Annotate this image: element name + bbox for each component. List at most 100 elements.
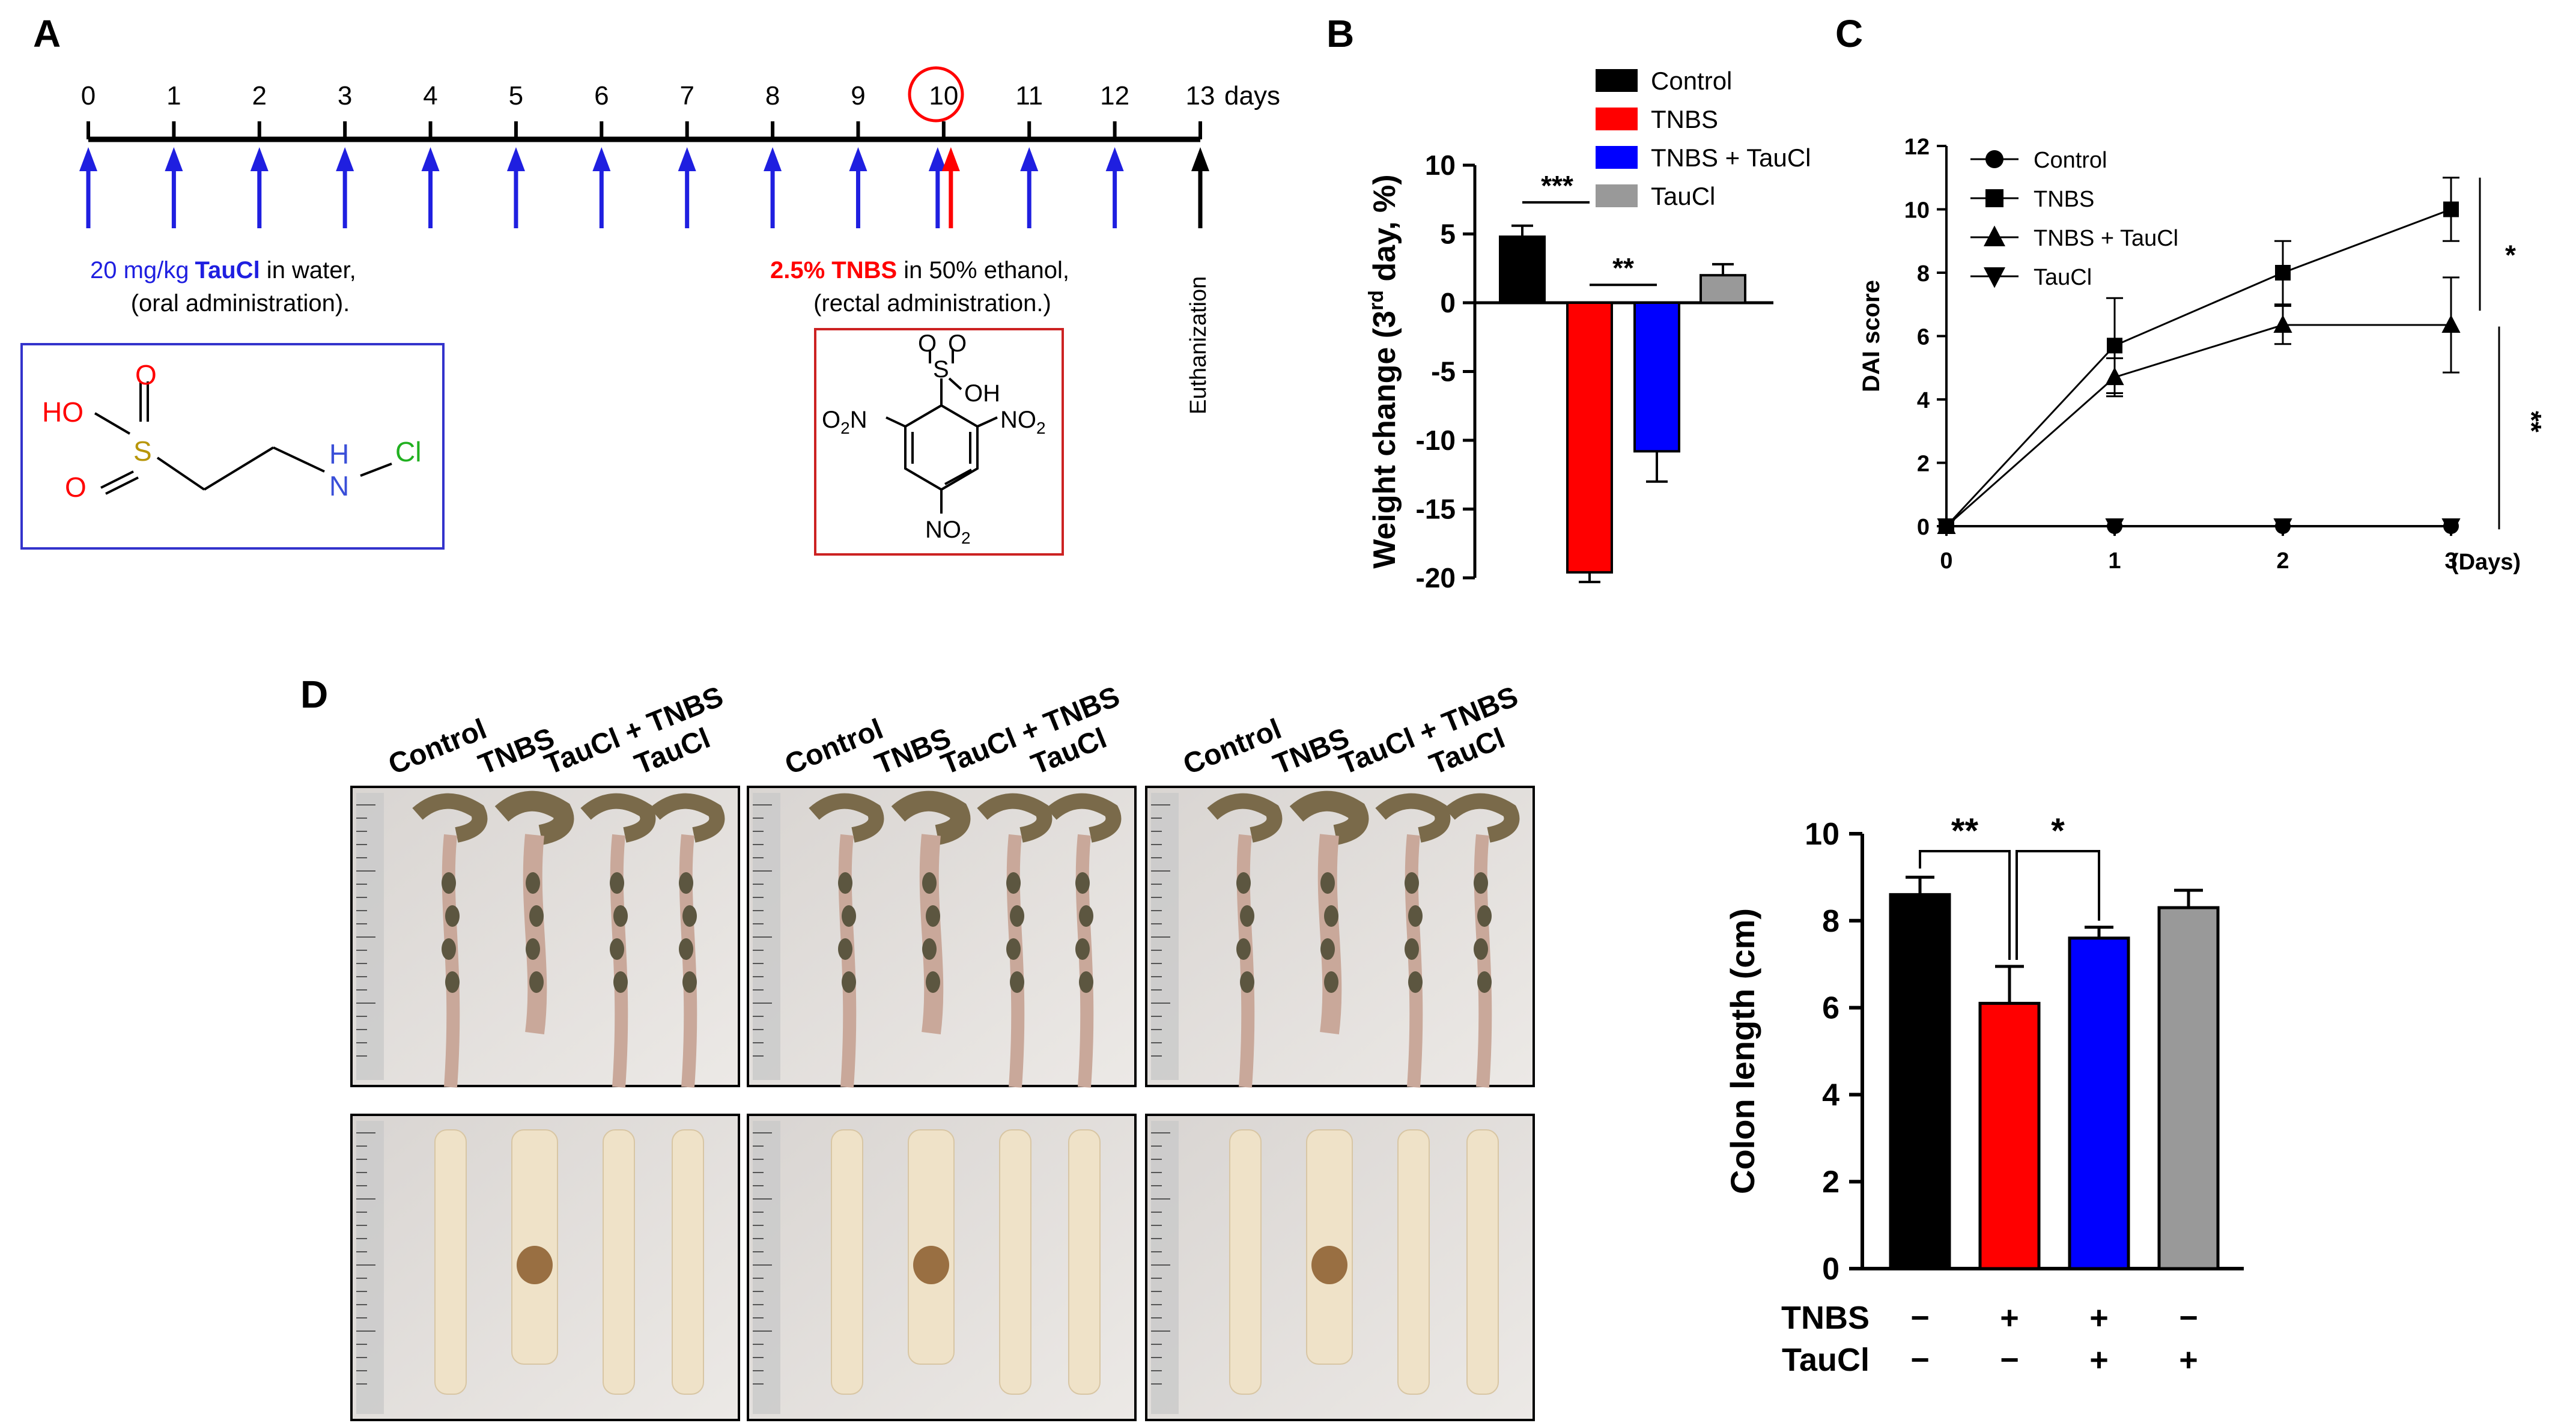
d-row-label-tnbs: TNBS [1781,1300,1870,1336]
tnbs-OH: OH [964,380,1000,407]
cecum [1444,793,1520,843]
tnbs-nitro-bottom: NO2 [925,517,971,547]
fecal-pellet [1236,872,1251,894]
tnbs-structure-box [814,328,1064,556]
fecal-pellet [926,905,940,927]
timeline-day-label: 12 [1100,81,1129,111]
c-data-point [2441,518,2461,536]
fecal-pellet [529,905,544,927]
d-tnbs-sign: − [1910,1300,1930,1336]
fecal-pellet [1324,905,1338,927]
panel-label-c: C [1835,12,1863,55]
d-sig-label: * [2051,812,2065,851]
b-legend-label: TauCl [1651,182,1715,210]
d-tnbs-sign: + [2089,1300,2109,1336]
cecum [891,790,971,845]
photo-header: Control [780,713,887,781]
c-legend-marker [1984,225,2005,246]
b-legend-label: Control [1651,67,1732,95]
d-sig-label: ** [1951,812,1979,851]
taucl-bonds [94,381,392,495]
fecal-pellet [1079,905,1093,927]
c-data-point [2105,518,2124,536]
chart-b-weight-change: 10 5 0 -5 -10 -15 -20 Weight change (3rd day, %… [1365,67,1811,593]
fecal-pellet [1474,872,1488,894]
fecal-pellet [1405,872,1419,894]
c-y-tick-label: 2 [1917,452,1930,477]
cecum [412,793,488,843]
c-sig-label: * [2505,239,2516,270]
b-y-tick-label: 10 [1425,150,1456,181]
taucl-dose-arrow [336,147,354,171]
d-y-tick-label: 8 [1822,904,1839,939]
c-data-point [2275,265,2291,281]
c-x-tick-label: 0 [1940,548,1952,574]
fecal-pellet [838,938,852,960]
c-legend-marker [1985,150,2003,168]
b-legend-swatch [1596,69,1638,92]
taucl-dose-arrow [506,147,525,171]
c-data-point [2443,201,2459,217]
lesion [913,1246,949,1284]
opened-colon [831,1129,863,1395]
d-bar [1978,1001,2041,1270]
taucl-structure: HO O O S H N Cl [20,343,445,550]
euthanization-label: Euthanization [1186,276,1211,414]
c-y-tick-label: 4 [1917,388,1930,413]
taucl-dosing-note: 20 mg/kg TauCl in water, [90,257,356,284]
fecal-pellet [1408,905,1423,927]
c-y-tick-label: 8 [1917,261,1930,287]
taucl-dose-arrow [1105,147,1124,171]
opened-colon [434,1129,467,1395]
c-data-point [2273,315,2292,333]
b-legend-swatch [1596,184,1638,207]
taucl-dose-arrow [165,147,183,171]
taucl-Cl: Cl [395,436,421,467]
b-y-axis-title: Weight change (3rd day, %) [1365,174,1402,568]
fecal-pellet [1408,971,1423,993]
d-tnbs-sign: + [2000,1300,2019,1336]
cecum [649,793,725,843]
fecal-pellet [1236,938,1251,960]
c-y-axis-title: DAI score [1858,280,1885,392]
c-legend-label: TNBS + TauCl [2034,226,2178,251]
c-data-point [1937,518,1956,536]
d-sig-bracket [1919,849,2011,960]
c-legend-label: TNBS [2034,187,2094,212]
taucl-O-top: O [135,359,157,390]
colon-segment [919,834,944,1035]
fecal-pellet [1474,938,1488,960]
fecal-pellet [1320,938,1335,960]
opened-colon [603,1129,635,1395]
b-sig-label: *** [1541,170,1573,201]
c-legend-marker [1985,189,2003,207]
fecal-pellet [1006,872,1021,894]
d-y-tick-label: 0 [1822,1252,1839,1287]
b-legend-label: TNBS + TauCl [1651,144,1811,172]
fecal-pellet [1075,872,1090,894]
fecal-pellet [529,971,544,993]
c-x-axis-title: (Days) [2451,550,2521,575]
opened-colon [1229,1129,1262,1395]
tnbs-route-note: (rectal administration.) [813,290,1051,317]
b-y-tick-label: 5 [1440,219,1456,250]
b-y-tick-label: 0 [1440,287,1456,318]
b-y-tick-label: -20 [1416,562,1456,593]
tnbs-O-right: O [948,330,967,357]
b-y-tick-label: -10 [1416,425,1456,456]
ruler [1151,1121,1179,1414]
taucl-dose-arrow [421,147,440,171]
timeline-day-label: 4 [423,81,437,111]
colon-segment [1317,834,1342,1035]
fecal-pellet [1079,971,1093,993]
b-bar [1499,235,1546,304]
opened-colon [1397,1129,1430,1395]
timeline-day-label: 8 [765,81,780,111]
c-y-tick-label: 0 [1917,515,1930,540]
photo-header: Control [384,713,491,781]
d-y-tick-label: 4 [1822,1078,1839,1112]
euthanization-arrow [1191,147,1209,171]
day-10-highlight-circle [908,66,964,123]
fecal-pellet [442,938,456,960]
ruler [356,1121,384,1414]
